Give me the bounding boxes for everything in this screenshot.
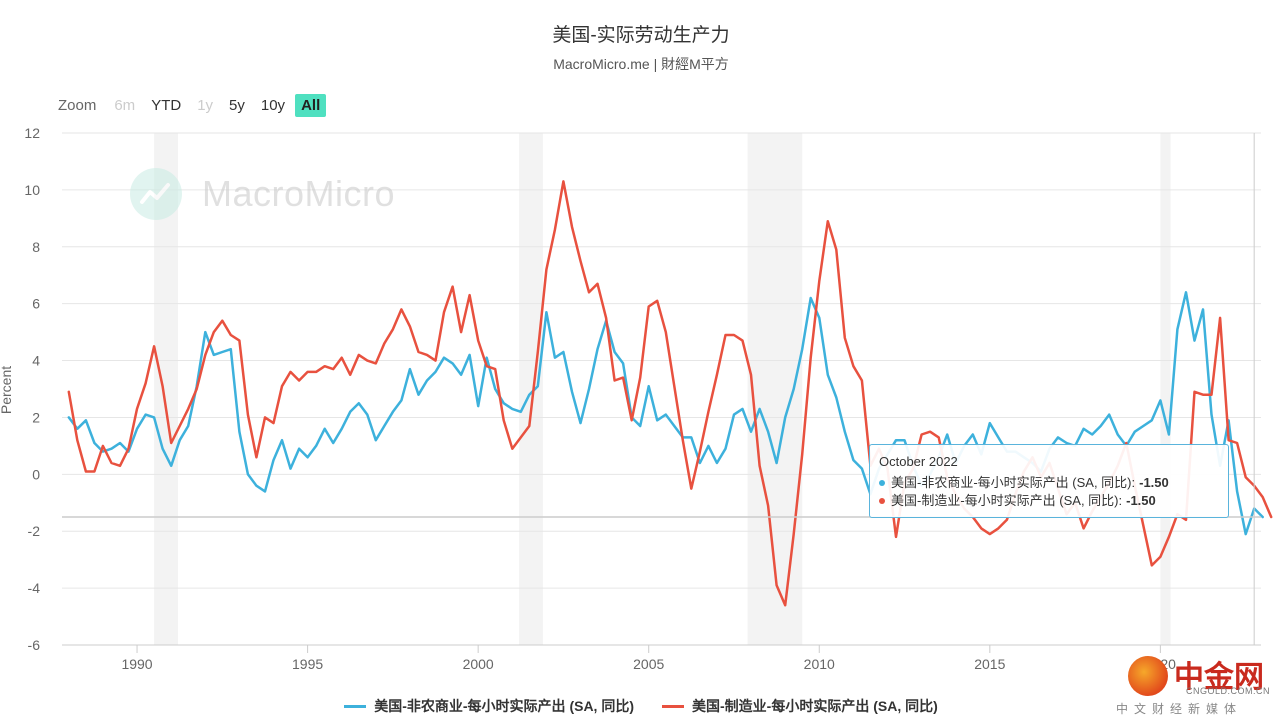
y-tick-label: 6 (32, 296, 40, 312)
series-dot-icon (879, 480, 885, 486)
y-axis-label: Percent (0, 366, 14, 414)
zoom-ytd-button[interactable]: YTD (151, 96, 182, 114)
y-tick-label: 8 (32, 239, 40, 255)
x-tick-label: 2000 (463, 656, 494, 672)
tooltip-series-value: -1.50 (1139, 475, 1169, 490)
zoom-6m-button[interactable]: 6m (114, 96, 136, 114)
macromicro-watermark: MacroMicro (130, 168, 395, 220)
zoom-10y-button[interactable]: 10y (260, 96, 286, 114)
tooltip-series-label: 美国-制造业-每小时实际产出 (SA, 同比): (891, 493, 1123, 508)
series-line-manufacturing (67, 180, 1273, 607)
chart-legend: 美国-非农商业-每小时实际产出 (SA, 同比) 美国-制造业-每小时实际产出 … (0, 696, 1282, 716)
y-tick-label: -4 (28, 580, 41, 596)
series-line-nonfarm (67, 291, 1264, 536)
legend-label: 美国-非农商业-每小时实际产出 (SA, 同比) (374, 698, 634, 714)
zoom-5y-button[interactable]: 5y (229, 96, 245, 114)
legend-line-icon (344, 704, 367, 708)
x-tick-label: 2005 (633, 656, 664, 672)
y-tick-label: -2 (28, 523, 41, 539)
cngold-title: 中金网 (1174, 661, 1264, 694)
chart-subtitle: MacroMicro.me | 財經M平方 (553, 56, 729, 72)
tooltip-series-label: 美国-非农商业-每小时实际产出 (SA, 同比): (891, 475, 1136, 490)
x-tick-label: 1995 (292, 656, 323, 672)
watermark-text: MacroMicro (202, 173, 396, 214)
tooltip-row: 美国-制造业-每小时实际产出 (SA, 同比): -1.50 (879, 492, 1219, 510)
tooltip-row: 美国-非农商业-每小时实际产出 (SA, 同比): -1.50 (879, 474, 1219, 492)
y-tick-label: 12 (24, 125, 40, 141)
y-tick-label: 4 (32, 353, 40, 369)
series-dot-icon (879, 498, 885, 504)
zoom-1y-button[interactable]: 1y (197, 96, 214, 114)
legend-item-nonfarm[interactable]: 美国-非农商业-每小时实际产出 (SA, 同比) (344, 696, 634, 716)
series-lines (67, 180, 1273, 607)
x-tick-label: 2015 (974, 656, 1005, 672)
x-tick-label: 1990 (121, 656, 152, 672)
y-tick-label: 2 (32, 409, 40, 425)
y-tick-label: -6 (28, 637, 41, 653)
tooltip-series-value: -1.50 (1126, 493, 1156, 508)
cngold-mark-icon (1128, 656, 1168, 696)
cngold-domain: CNGOLD.COM.CN (1186, 686, 1271, 696)
cngold-tagline: 中文财经新媒体 (1116, 702, 1243, 716)
legend-label: 美国-制造业-每小时实际产出 (SA, 同比) (692, 698, 938, 714)
cngold-logo: 中金网 CNGOLD.COM.CN 中文财经新媒体 (1116, 650, 1271, 720)
y-tick-label: 10 (24, 182, 40, 198)
recession-band (519, 133, 543, 645)
tooltip-date: October 2022 (879, 454, 958, 469)
y-tick-label: 0 (32, 466, 40, 482)
chart-tooltip: October 2022 美国-非农商业-每小时实际产出 (SA, 同比): -… (869, 444, 1229, 518)
legend-item-manufacturing[interactable]: 美国-制造业-每小时实际产出 (SA, 同比) (662, 696, 938, 716)
macromicro-logo-icon (130, 168, 182, 220)
legend-line-icon (662, 704, 684, 708)
chart-title: 美国-实际劳动生产力 (552, 25, 730, 46)
zoom-bar: Zoom 6m YTD 1y 5y 10y All (58, 92, 327, 118)
zoom-all-button[interactable]: All (295, 93, 327, 117)
x-tick-label: 2010 (804, 656, 835, 672)
zoom-label: Zoom (58, 96, 97, 114)
recession-band (1160, 133, 1171, 645)
